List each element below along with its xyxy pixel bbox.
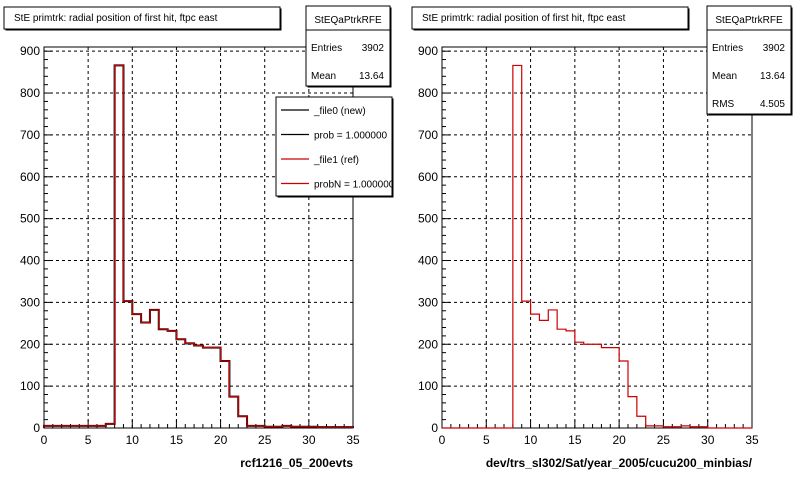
plot-frame <box>441 46 753 429</box>
x-tick-label: 10 <box>126 433 140 447</box>
x-tick-label: 30 <box>701 433 715 447</box>
x-tick-label: 0 <box>41 433 48 447</box>
histogram-panel-2: 0 5 10 15 20 25 30 35 0 100 200 300 400 500 600 700 800 9… <box>411 5 793 470</box>
title-box <box>411 6 689 30</box>
x-tick-label: 20 <box>214 433 228 447</box>
x-tick-label: 30 <box>302 433 316 447</box>
x-axis-label: rcf1216_05_200evts <box>240 456 353 470</box>
y-tick-label: 200 <box>418 337 438 351</box>
stats-box <box>305 5 391 87</box>
y-tick-label: 900 <box>20 44 40 58</box>
legend-label: prob = 1.000000 <box>314 131 388 142</box>
histogram-series-2 <box>43 64 354 428</box>
legend-entries: _file0 (new) prob = 1.000000 _file1 (ref) p… <box>281 106 395 191</box>
stats-value: 13.64 <box>760 71 785 82</box>
y-tick-label: 600 <box>20 170 40 184</box>
legend-label: _file1 (ref) <box>313 155 359 166</box>
stats-value: 3902 <box>763 43 786 54</box>
x-tick-label: 10 <box>524 433 538 447</box>
grid-lines <box>442 47 752 428</box>
x-tick-label: 15 <box>568 433 582 447</box>
stats-label: Entries <box>311 43 342 54</box>
chart-title: StE primtrk: radial position of first hi… <box>422 13 626 24</box>
y-tick-label: 200 <box>20 337 40 351</box>
stats-name: StEQaPtrkRFE <box>715 15 783 26</box>
stats-label: Mean <box>311 71 336 82</box>
x-tick-label: 35 <box>745 433 759 447</box>
axis-ticks <box>43 50 354 429</box>
title-box <box>3 6 281 30</box>
stats-value: 3902 <box>362 43 385 54</box>
x-tick-label: 0 <box>439 433 446 447</box>
y-tick-label: 0 <box>431 421 438 435</box>
legend-box <box>275 96 393 197</box>
y-tick-label: 400 <box>20 254 40 268</box>
y-tick-label: 800 <box>20 86 40 100</box>
y-tick-label: 300 <box>418 295 438 309</box>
stats-value: 4.505 <box>760 99 785 110</box>
chart-title: StE primtrk: radial position of first hi… <box>14 13 218 24</box>
x-tick-label: 20 <box>612 433 626 447</box>
y-tick-label: 600 <box>418 170 438 184</box>
x-tick-label: 25 <box>258 433 272 447</box>
x-tick-label: 15 <box>170 433 184 447</box>
y-tick-label: 700 <box>418 128 438 142</box>
histogram-series-1 <box>442 64 752 429</box>
y-tick-label: 100 <box>418 379 438 393</box>
stats-value: 13.64 <box>359 71 384 82</box>
y-tick-label: 400 <box>418 254 438 268</box>
stats-label: Entries <box>712 43 743 54</box>
stats-name: StEQaPtrkRFE <box>314 15 382 26</box>
y-tick-label: 900 <box>418 44 438 58</box>
legend-label: _file0 (new) <box>313 106 366 117</box>
y-tick-label: 500 <box>20 212 40 226</box>
y-tick-label: 700 <box>20 128 40 142</box>
x-tick-label: 35 <box>346 433 360 447</box>
y-tick-label: 800 <box>418 86 438 100</box>
y-tick-label: 300 <box>20 295 40 309</box>
y-tick-label: 500 <box>418 212 438 226</box>
x-tick-label: 5 <box>85 433 92 447</box>
histogram-panel-1: 0 5 10 15 20 25 30 35 0 100 200 300 400 500 600 700 800 9… <box>3 5 395 470</box>
legend-label: probN = 1.000000 <box>314 180 395 191</box>
stats-box <box>706 5 792 115</box>
y-tick-label: 0 <box>33 421 40 435</box>
x-tick-label: 5 <box>483 433 490 447</box>
x-axis-label: dev/trs_sl302/Sat/year_2005/cucu200_minb… <box>486 456 753 470</box>
y-tick-label: 100 <box>20 379 40 393</box>
x-tick-label: 25 <box>657 433 671 447</box>
stats-label: Mean <box>712 71 737 82</box>
stats-label: RMS <box>712 99 735 110</box>
